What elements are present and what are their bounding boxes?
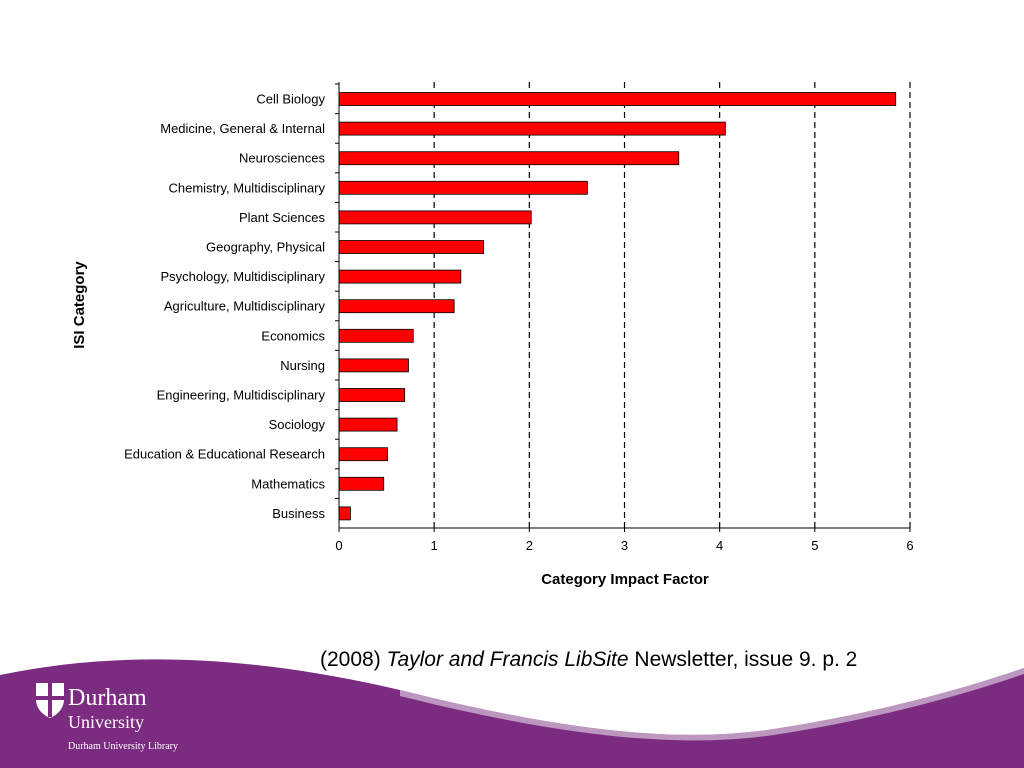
category-label: Economics xyxy=(261,328,325,343)
category-labels: Cell Biology Medicine, General & Internal… xyxy=(124,92,325,521)
category-label: Business xyxy=(272,506,325,521)
x-tick-labels: 0 1 2 3 4 5 6 xyxy=(335,538,913,553)
category-label: Education & Educational Research xyxy=(124,447,325,462)
bar xyxy=(338,299,455,314)
bar xyxy=(338,121,726,136)
bar-chart: Cell Biology Medicine, General & Internal… xyxy=(71,82,914,588)
bar xyxy=(338,240,485,254)
x-tick-label: 5 xyxy=(811,538,818,553)
x-axis-title: Category Impact Factor xyxy=(541,571,709,588)
logo-library: Durham University Library xyxy=(68,741,178,752)
bar xyxy=(338,358,409,373)
category-label: Medicine, General & Internal xyxy=(160,121,325,136)
bar xyxy=(338,447,388,462)
category-label: Plant Sciences xyxy=(239,210,325,225)
bar xyxy=(338,506,351,521)
chart-bars xyxy=(338,92,897,521)
citation-rest: Newsletter, issue 9. p. 2 xyxy=(634,648,858,671)
y-axis-title: ISI Category xyxy=(71,261,88,349)
durham-crest-icon xyxy=(36,683,64,718)
category-label: Engineering, Multidisciplinary xyxy=(157,388,326,403)
footer-wave-highlight xyxy=(400,668,1024,741)
category-label: Chemistry, Multidisciplinary xyxy=(168,180,325,195)
logo-university: University xyxy=(68,712,144,732)
citation-text: (2008) Taylor and Francis LibSite Newsle… xyxy=(320,648,857,672)
logo-durham: Durham xyxy=(68,685,147,711)
category-label: Psychology, Multidisciplinary xyxy=(161,269,326,284)
bar xyxy=(338,269,462,284)
x-tick-label: 6 xyxy=(906,538,913,553)
category-label: Nursing xyxy=(280,358,325,373)
bar xyxy=(338,151,680,166)
category-label: Neurosciences xyxy=(239,151,325,166)
x-tick-label: 4 xyxy=(716,538,723,553)
bar xyxy=(338,92,897,106)
bar xyxy=(338,388,406,402)
category-label: Sociology xyxy=(269,417,326,432)
bar xyxy=(338,417,398,432)
bar xyxy=(338,476,385,491)
x-tick-label: 2 xyxy=(526,538,533,553)
bar xyxy=(338,328,414,343)
bar xyxy=(338,210,532,225)
category-label: Cell Biology xyxy=(256,92,325,107)
category-label: Agriculture, Multidisciplinary xyxy=(164,299,326,314)
citation-year: (2008) xyxy=(320,648,381,671)
x-tick-label: 0 xyxy=(335,538,342,553)
footer-wave xyxy=(0,659,1024,768)
x-tick-label: 1 xyxy=(431,538,438,553)
category-label: Mathematics xyxy=(251,476,325,491)
citation-title: Taylor and Francis LibSite xyxy=(386,648,629,671)
bar xyxy=(338,180,588,195)
x-tick-label: 3 xyxy=(621,538,628,553)
category-label: Geography, Physical xyxy=(206,240,325,255)
